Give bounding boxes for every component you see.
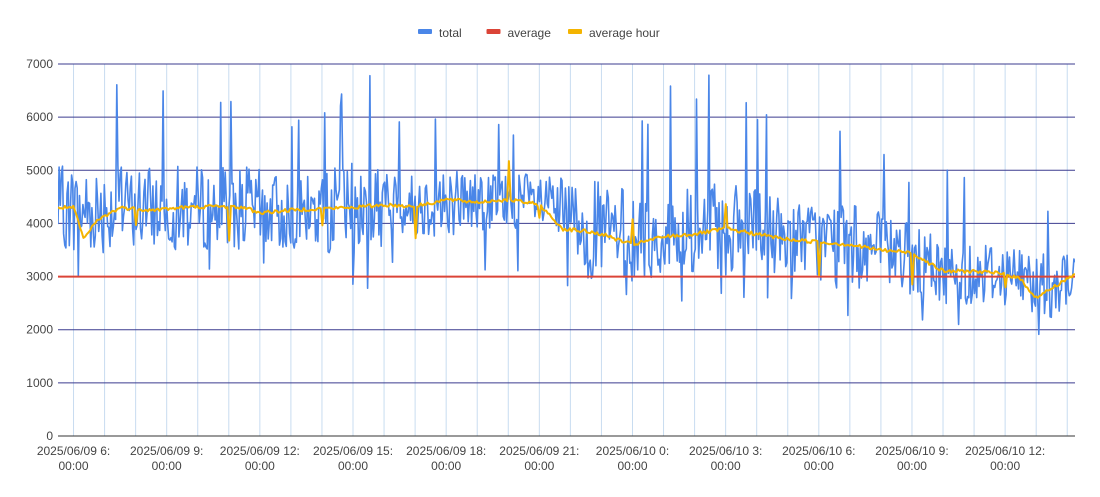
- y-tick-label: 7000: [26, 57, 53, 71]
- x-tick-label-line2: 00:00: [711, 459, 741, 473]
- x-tick-label-line1: 2025/06/09 21:: [499, 444, 579, 458]
- x-tick-label: 2025/06/09 6:00:00: [37, 444, 110, 473]
- legend-item-average-hour: average hour: [568, 26, 660, 40]
- x-tick-label: 2025/06/09 9:00:00: [130, 444, 203, 473]
- x-tick-label-line1: 2025/06/10 3:: [689, 444, 762, 458]
- y-tick-label: 5000: [26, 163, 53, 177]
- x-tick-label-line2: 00:00: [245, 459, 275, 473]
- x-tick-label-line2: 00:00: [59, 459, 89, 473]
- x-tick-label-line2: 00:00: [152, 459, 182, 473]
- x-tick-label: 2025/06/10 3:00:00: [689, 444, 762, 473]
- x-tick-label-line2: 00:00: [524, 459, 554, 473]
- x-tick-label: 2025/06/10 0:00:00: [596, 444, 669, 473]
- x-tick-label: 2025/06/09 12:00:00: [220, 444, 300, 473]
- x-tick-label: 2025/06/10 6:00:00: [782, 444, 855, 473]
- x-tick-label-line1: 2025/06/10 0:: [596, 444, 669, 458]
- legend: total average average hour: [418, 26, 660, 40]
- x-tick-label-line1: 2025/06/09 15:: [313, 444, 393, 458]
- legend-swatch: [418, 29, 432, 34]
- series-line-total: [58, 74, 1075, 336]
- y-tick-label: 4000: [26, 216, 53, 230]
- y-tick-label: 3000: [26, 270, 53, 284]
- series-layer: [58, 74, 1075, 336]
- y-tick-label: 6000: [26, 110, 53, 124]
- legend-item-total: total: [418, 26, 462, 40]
- x-tick-label: 2025/06/10 12:00:00: [965, 444, 1045, 473]
- x-tick-label-line1: 2025/06/10 9:: [875, 444, 948, 458]
- x-tick-label-line1: 2025/06/10 6:: [782, 444, 855, 458]
- x-tick-label-line1: 2025/06/09 9:: [130, 444, 203, 458]
- legend-label: average: [508, 26, 552, 40]
- x-tick-label-line2: 00:00: [617, 459, 647, 473]
- y-tick-label: 1000: [26, 376, 53, 390]
- x-tick-label-line1: 2025/06/09 18:: [406, 444, 486, 458]
- legend-label: total: [439, 26, 462, 40]
- axis-labels: 0 1000 2000 3000 4000 5000 6000 7000 2025/06/09 …: [26, 57, 1045, 473]
- legend-swatch: [568, 29, 582, 34]
- y-tick-label: 0: [46, 429, 53, 443]
- x-tick-label-line1: 2025/06/10 12:: [965, 444, 1045, 458]
- x-tick-label-line2: 00:00: [990, 459, 1020, 473]
- x-tick-label-line2: 00:00: [338, 459, 368, 473]
- x-tick-label: 2025/06/09 15:00:00: [313, 444, 393, 473]
- x-tick-label: 2025/06/10 9:00:00: [875, 444, 948, 473]
- x-tick-label-line2: 00:00: [804, 459, 834, 473]
- x-tick-label-line2: 00:00: [431, 459, 461, 473]
- legend-item-average: average: [486, 26, 552, 40]
- x-tick-label: 2025/06/09 21:00:00: [499, 444, 579, 473]
- legend-label: average hour: [589, 26, 660, 40]
- x-tick-label: 2025/06/09 18:00:00: [406, 444, 486, 473]
- x-tick-label-line1: 2025/06/09 6:: [37, 444, 110, 458]
- series-line-average-hour: [58, 160, 1075, 299]
- y-tick-label: 2000: [26, 323, 53, 337]
- legend-swatch: [486, 29, 501, 34]
- x-tick-label-line2: 00:00: [897, 459, 927, 473]
- x-tick-label-line1: 2025/06/09 12:: [220, 444, 300, 458]
